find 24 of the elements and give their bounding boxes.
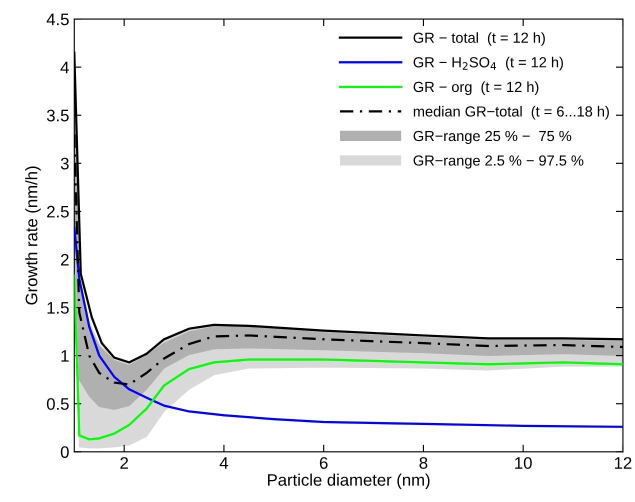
y-tick-label: 1	[61, 350, 69, 362]
y-tick-label: 4	[60, 62, 69, 74]
x-tick-label: 6	[320, 457, 328, 469]
x-tick-label: 4	[220, 457, 228, 469]
x-tick-label: 10	[515, 457, 532, 469]
legend-label: GR − org (t = 12 h)	[414, 81, 538, 95]
y-tick-label: 3.5	[46, 110, 69, 122]
x-tick-label: 2	[120, 457, 128, 469]
legend-label: GR−range 25 % − 75 %	[414, 130, 572, 144]
x-axis-title: Particle diameter (nm)	[268, 474, 430, 490]
y-tick-label: 3	[60, 158, 69, 170]
y-tick-label: 2.5	[47, 206, 69, 218]
x-tick-label: 12	[614, 457, 632, 469]
legend-label: GR − total (t = 12 h)	[414, 32, 545, 46]
x-tick-label: 8	[420, 457, 428, 469]
y-axis-title: Growth rate (nm/h)	[25, 166, 41, 305]
y-tick-label: 0.5	[46, 398, 69, 410]
y-tick-label: 0	[60, 446, 69, 458]
y-tick-label: 2	[61, 254, 69, 266]
legend-label: GR − H$_{2}$SO$_{4}$ (t = 12 h)	[414, 56, 563, 70]
y-tick-label: 1.5	[48, 302, 69, 314]
legend-label: median GR−total (t = 6...18 h)	[414, 106, 609, 120]
y-tick-label: 4.5	[46, 14, 69, 26]
legend-label: GR−range 2.5 % − 97.5 %	[414, 155, 584, 169]
